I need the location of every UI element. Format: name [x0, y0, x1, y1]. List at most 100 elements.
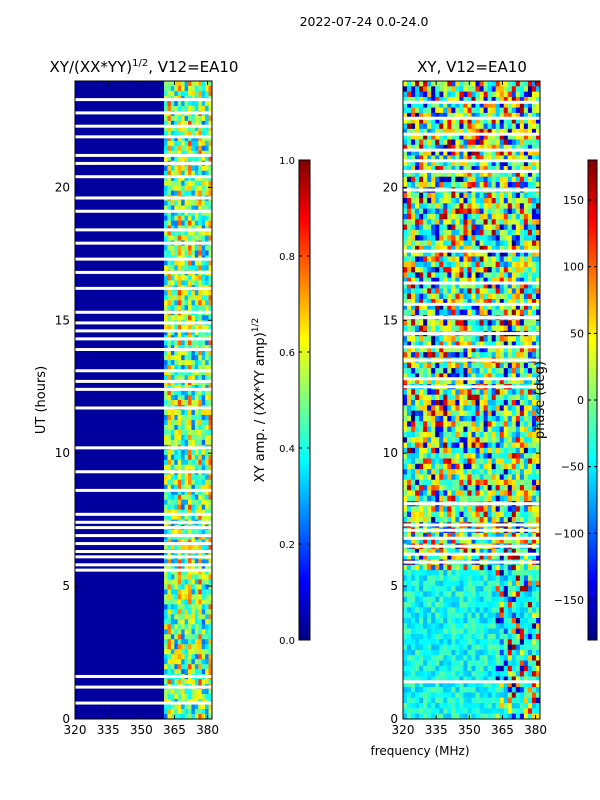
amp-cell [181, 245, 185, 251]
amp-cell [205, 639, 209, 645]
phase-cell [451, 506, 456, 513]
phase-cell [479, 400, 484, 406]
phase-cell [475, 96, 480, 103]
amp-cell [208, 434, 213, 441]
phase-cell [519, 182, 525, 188]
phase-cell [451, 171, 456, 178]
amp-cell [177, 260, 182, 266]
amp-cell [191, 664, 196, 670]
amp-cell [194, 599, 199, 605]
amp-cell [194, 250, 199, 256]
phase-cell [435, 479, 440, 486]
phase-cell [419, 139, 424, 146]
phase-cell [483, 182, 489, 188]
phase-cell [527, 277, 533, 284]
amp-cell [191, 564, 196, 570]
phase-cell [431, 107, 436, 114]
phase-cell [419, 511, 424, 518]
phase-cell [487, 490, 493, 497]
amp-cell [198, 180, 203, 187]
amp-cell [181, 185, 185, 192]
amp-cell [181, 499, 185, 506]
phase-cell [463, 485, 468, 491]
amp-cell [170, 454, 175, 461]
amp-cell [167, 245, 172, 251]
phase-cell [491, 495, 497, 502]
phase-cell [527, 240, 533, 247]
phase-cell [439, 107, 444, 114]
phase-cell [407, 208, 412, 215]
phase-cell [499, 134, 505, 140]
amp-cell [167, 395, 172, 401]
phase-cell [407, 134, 412, 140]
amp-cell [167, 484, 172, 491]
phase-cell [443, 405, 448, 412]
phase-cell [415, 81, 420, 87]
phase-cell [535, 421, 541, 427]
phase-cell [447, 352, 452, 358]
phase-cell [447, 309, 452, 316]
phase-cell [455, 171, 460, 178]
phase-cell [435, 341, 440, 348]
phase-cell [507, 447, 513, 454]
phase-cell [471, 431, 476, 438]
phase-cell [499, 362, 505, 369]
amp-cell [174, 694, 179, 700]
amp-cell [191, 569, 196, 575]
phase-cell [419, 123, 424, 130]
amp-cell [184, 614, 189, 620]
figure-suptitle: 2022-07-24 0.0-24.0 [300, 14, 429, 29]
phase-cell [483, 506, 489, 513]
phase-cell [419, 389, 424, 396]
phase-cell [491, 463, 497, 470]
amp-cell [191, 145, 196, 152]
amp-cell [170, 365, 175, 371]
amp-cell [184, 584, 189, 590]
phase-cell [407, 442, 412, 449]
phase-cell [403, 538, 408, 544]
phase-cell [527, 469, 533, 475]
phase-cell [459, 283, 464, 289]
phase-cell [475, 229, 480, 236]
phase-cell [491, 166, 497, 172]
phase-cell [423, 288, 428, 295]
phase-cell [415, 182, 420, 188]
phase-cell [503, 325, 509, 332]
phase-cell [431, 474, 436, 481]
amp-cell [167, 315, 172, 321]
phase-cell [443, 554, 448, 560]
phase-cell [495, 405, 501, 412]
amp-cell [170, 584, 175, 590]
phase-cell [415, 128, 420, 135]
amp-cell [174, 704, 179, 710]
phase-cell [443, 123, 448, 130]
phase-cell [519, 171, 525, 178]
phase-cell [483, 261, 489, 268]
phase-cell [415, 309, 420, 316]
amp-cell [188, 210, 192, 216]
amp-cell [188, 579, 192, 585]
amp-cell [181, 589, 185, 595]
phase-cell [487, 389, 493, 396]
phase-cell [431, 224, 436, 231]
phase-cell [531, 229, 537, 236]
phase-cell [491, 511, 497, 518]
amp-cell [198, 419, 203, 426]
phase-cell [475, 123, 480, 130]
amp-cell [167, 649, 172, 655]
amp-cell [208, 584, 213, 590]
phase-cell [531, 511, 537, 518]
amp-cell [191, 165, 196, 172]
phase-cell [419, 96, 424, 103]
phase-cell [431, 166, 436, 172]
phase-cell [415, 150, 420, 156]
phase-cell [451, 176, 456, 183]
amp-cell [198, 295, 203, 301]
phase-cell [503, 479, 509, 486]
phase-cell [495, 394, 501, 401]
phase-cell [467, 288, 472, 295]
amp-cell [191, 115, 196, 122]
amp-cell [164, 544, 168, 550]
amp-cell [198, 225, 203, 231]
phase-cell [535, 134, 541, 140]
